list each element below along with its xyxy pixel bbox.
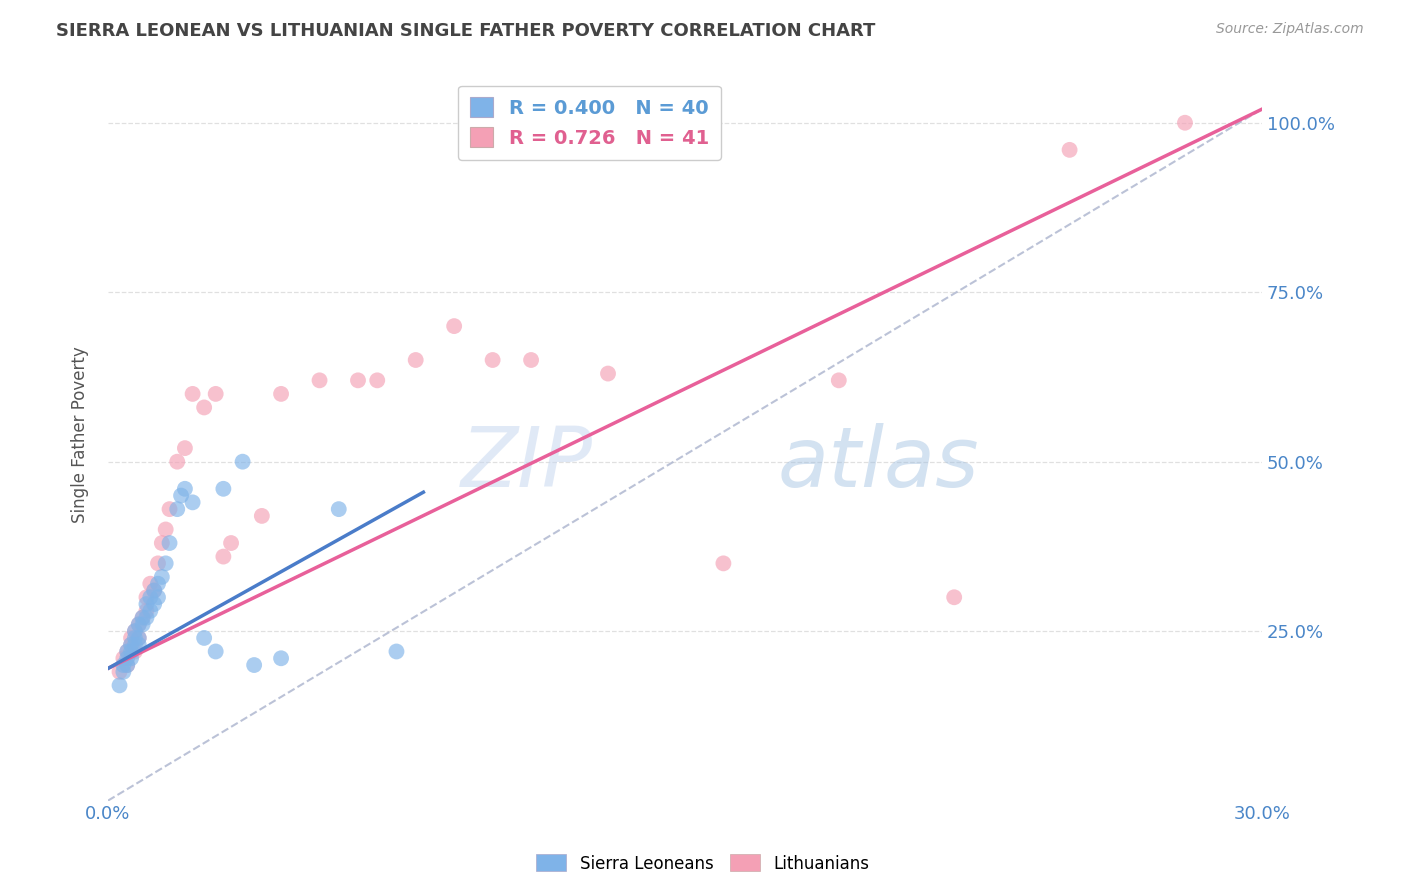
Point xyxy=(128,617,150,632)
Point xyxy=(108,665,131,679)
Point xyxy=(193,631,215,645)
Point xyxy=(115,651,138,665)
Point xyxy=(150,570,173,584)
Point xyxy=(124,624,146,639)
Point xyxy=(124,624,146,639)
Point xyxy=(243,658,266,673)
Point xyxy=(155,523,177,537)
Point xyxy=(131,617,153,632)
Point xyxy=(139,576,162,591)
Point xyxy=(204,644,226,658)
Text: ZIP: ZIP xyxy=(461,424,593,504)
Point xyxy=(112,651,135,665)
Text: Source: ZipAtlas.com: Source: ZipAtlas.com xyxy=(1216,22,1364,37)
Point xyxy=(174,441,197,455)
Point xyxy=(1174,116,1197,130)
Point xyxy=(143,583,166,598)
Point xyxy=(219,536,242,550)
Point xyxy=(193,401,215,415)
Point xyxy=(270,651,292,665)
Point xyxy=(212,549,235,564)
Point xyxy=(115,644,138,658)
Point xyxy=(943,591,966,605)
Point xyxy=(146,557,169,571)
Point xyxy=(232,455,254,469)
Point xyxy=(124,631,146,645)
Point xyxy=(308,373,330,387)
Point xyxy=(366,373,388,387)
Point xyxy=(250,508,273,523)
Point xyxy=(166,502,188,516)
Point xyxy=(135,597,157,611)
Point xyxy=(115,658,138,673)
Legend: Sierra Leoneans, Lithuanians: Sierra Leoneans, Lithuanians xyxy=(530,847,876,880)
Point xyxy=(120,638,142,652)
Point xyxy=(159,536,181,550)
Point xyxy=(828,373,851,387)
Point xyxy=(150,536,173,550)
Point xyxy=(143,583,166,598)
Point xyxy=(112,658,135,673)
Point xyxy=(159,502,181,516)
Point xyxy=(115,644,138,658)
Point xyxy=(270,387,292,401)
Point xyxy=(131,610,153,624)
Point xyxy=(520,353,543,368)
Point xyxy=(139,604,162,618)
Point xyxy=(139,591,162,605)
Point xyxy=(174,482,197,496)
Point xyxy=(212,482,235,496)
Point xyxy=(146,576,169,591)
Point xyxy=(170,489,193,503)
Text: atlas: atlas xyxy=(778,424,979,504)
Point xyxy=(124,644,146,658)
Point xyxy=(146,591,169,605)
Point xyxy=(596,367,619,381)
Point xyxy=(181,387,204,401)
Point xyxy=(155,557,177,571)
Y-axis label: Single Father Poverty: Single Father Poverty xyxy=(72,346,89,523)
Legend: R = 0.400   N = 40, R = 0.726   N = 41: R = 0.400 N = 40, R = 0.726 N = 41 xyxy=(458,86,721,160)
Point xyxy=(124,638,146,652)
Point xyxy=(181,495,204,509)
Point xyxy=(120,631,142,645)
Point xyxy=(143,597,166,611)
Text: SIERRA LEONEAN VS LITHUANIAN SINGLE FATHER POVERTY CORRELATION CHART: SIERRA LEONEAN VS LITHUANIAN SINGLE FATH… xyxy=(56,22,876,40)
Point xyxy=(1059,143,1081,157)
Point xyxy=(112,665,135,679)
Point xyxy=(120,644,142,658)
Point xyxy=(347,373,370,387)
Point xyxy=(131,610,153,624)
Point xyxy=(166,455,188,469)
Point xyxy=(135,604,157,618)
Point xyxy=(120,651,142,665)
Point xyxy=(120,638,142,652)
Point xyxy=(135,610,157,624)
Point xyxy=(128,631,150,645)
Point xyxy=(385,644,408,658)
Point xyxy=(108,678,131,692)
Point xyxy=(204,387,226,401)
Point xyxy=(128,638,150,652)
Point xyxy=(405,353,427,368)
Point xyxy=(128,631,150,645)
Point xyxy=(713,557,735,571)
Point xyxy=(328,502,350,516)
Point xyxy=(135,591,157,605)
Point xyxy=(443,319,465,334)
Point xyxy=(128,617,150,632)
Point xyxy=(115,658,138,673)
Point xyxy=(481,353,503,368)
